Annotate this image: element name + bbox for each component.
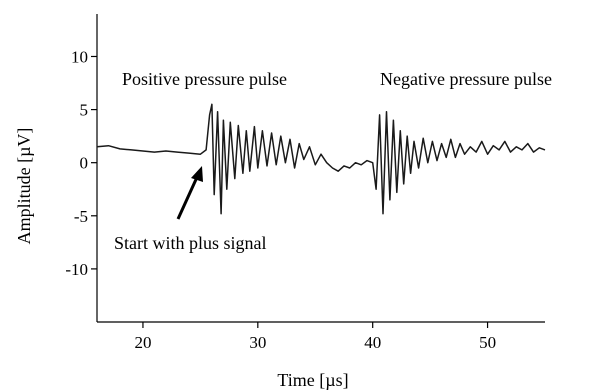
x-tick-label: 20 xyxy=(134,333,151,352)
annotation-positive-pressure-pulse: Positive pressure pulse xyxy=(122,69,287,89)
y-tick-label: 10 xyxy=(71,47,88,66)
y-tick-label: -10 xyxy=(65,260,88,279)
tick-group: -10 -5 0 5 10 20 30 40 50 xyxy=(65,47,496,352)
annotation-start-with-plus-signal: Start with plus signal xyxy=(114,233,267,253)
y-axis-label: Amplitude [µV] xyxy=(14,128,34,245)
annotation-arrow-head xyxy=(191,166,203,182)
y-tick-label: 0 xyxy=(80,154,89,173)
x-tick-label: 30 xyxy=(249,333,266,352)
x-tick-label: 40 xyxy=(364,333,381,352)
annotation-negative-pressure-pulse: Negative pressure pulse xyxy=(380,69,552,89)
x-axis-label: Time [µs] xyxy=(277,370,348,390)
annotation-arrow-shaft xyxy=(176,174,200,220)
plot-area xyxy=(96,103,546,215)
x-tick-label: 50 xyxy=(479,333,496,352)
signal-series-line xyxy=(96,103,546,215)
y-tick-label: -5 xyxy=(74,207,88,226)
y-tick-label: 5 xyxy=(80,101,89,120)
